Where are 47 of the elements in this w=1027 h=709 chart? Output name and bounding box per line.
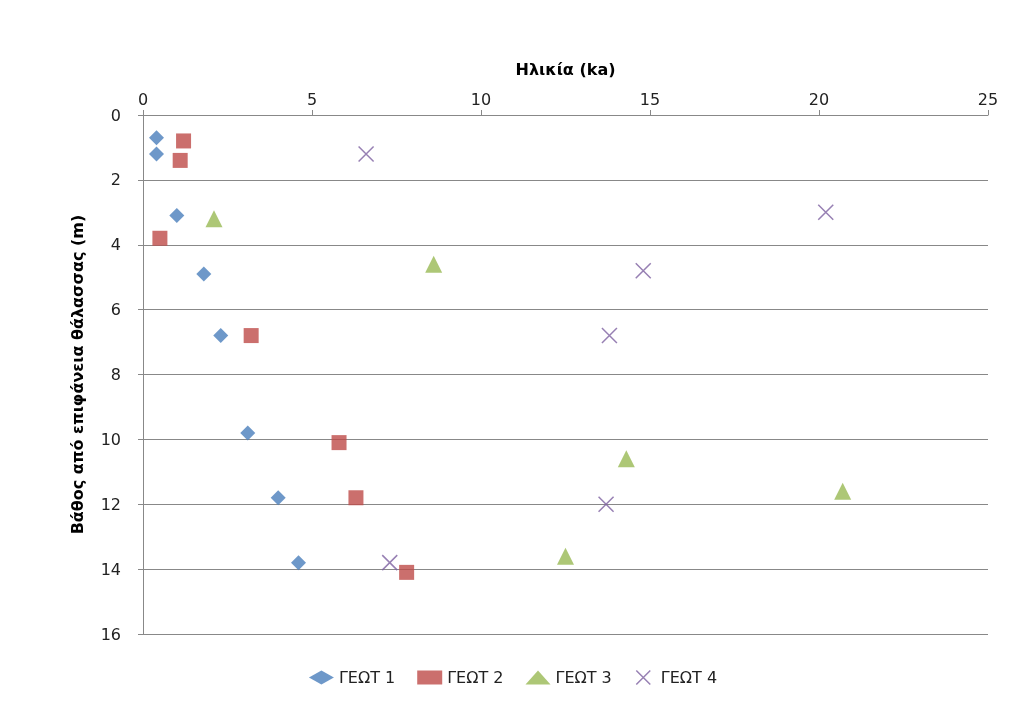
point [425, 255, 443, 273]
x-tick-label: 20 [808, 89, 830, 109]
point [557, 547, 574, 565]
point [348, 490, 364, 506]
point [149, 130, 165, 146]
point [834, 482, 852, 500]
x-tick-label: 0 [137, 89, 149, 109]
x-tick-label: 15 [639, 89, 661, 109]
point [817, 204, 835, 221]
y-tick-label: 8 [110, 365, 121, 384]
x-tick-label: 10 [470, 89, 492, 109]
y-tick-label: 2 [110, 170, 121, 190]
point [176, 133, 192, 149]
x-tick-label: 5 [306, 89, 318, 109]
y-tick-label: 16 [100, 624, 121, 644]
point [240, 425, 256, 441]
x-tick-label: 25 [977, 89, 999, 109]
point [597, 496, 615, 513]
y-tick-label: 12 [100, 494, 121, 514]
point [634, 262, 652, 279]
y-axis-title: Βάθος από επιφάνεια θάλασσας (m) [67, 214, 87, 535]
point [399, 564, 415, 580]
y-tick-label: 6 [110, 300, 121, 320]
y-tick-label: 10 [100, 429, 121, 449]
point [205, 210, 223, 228]
point [149, 146, 165, 162]
point [152, 230, 168, 246]
point [331, 435, 347, 451]
point [381, 554, 398, 571]
point [617, 450, 635, 468]
y-tick-label: 0 [110, 105, 121, 125]
point [196, 266, 212, 282]
point [213, 328, 229, 344]
point [169, 208, 185, 224]
point [290, 555, 306, 571]
legend-label: ΓΕΩΤ 3 [555, 668, 612, 687]
point [270, 490, 286, 506]
legend-label: ΓΕΩΤ 2 [447, 668, 504, 687]
point [243, 328, 259, 344]
point [357, 145, 375, 163]
legend-label: ΓΕΩΤ 4 [660, 668, 718, 687]
y-tick-label: 14 [100, 559, 121, 579]
x-axis-title: Ηλικία (ka) [515, 59, 616, 79]
legend-label: ΓΕΩΤ 1 [338, 668, 396, 687]
point [172, 152, 188, 168]
point [601, 327, 618, 344]
y-tick-label: 4 [110, 235, 121, 255]
